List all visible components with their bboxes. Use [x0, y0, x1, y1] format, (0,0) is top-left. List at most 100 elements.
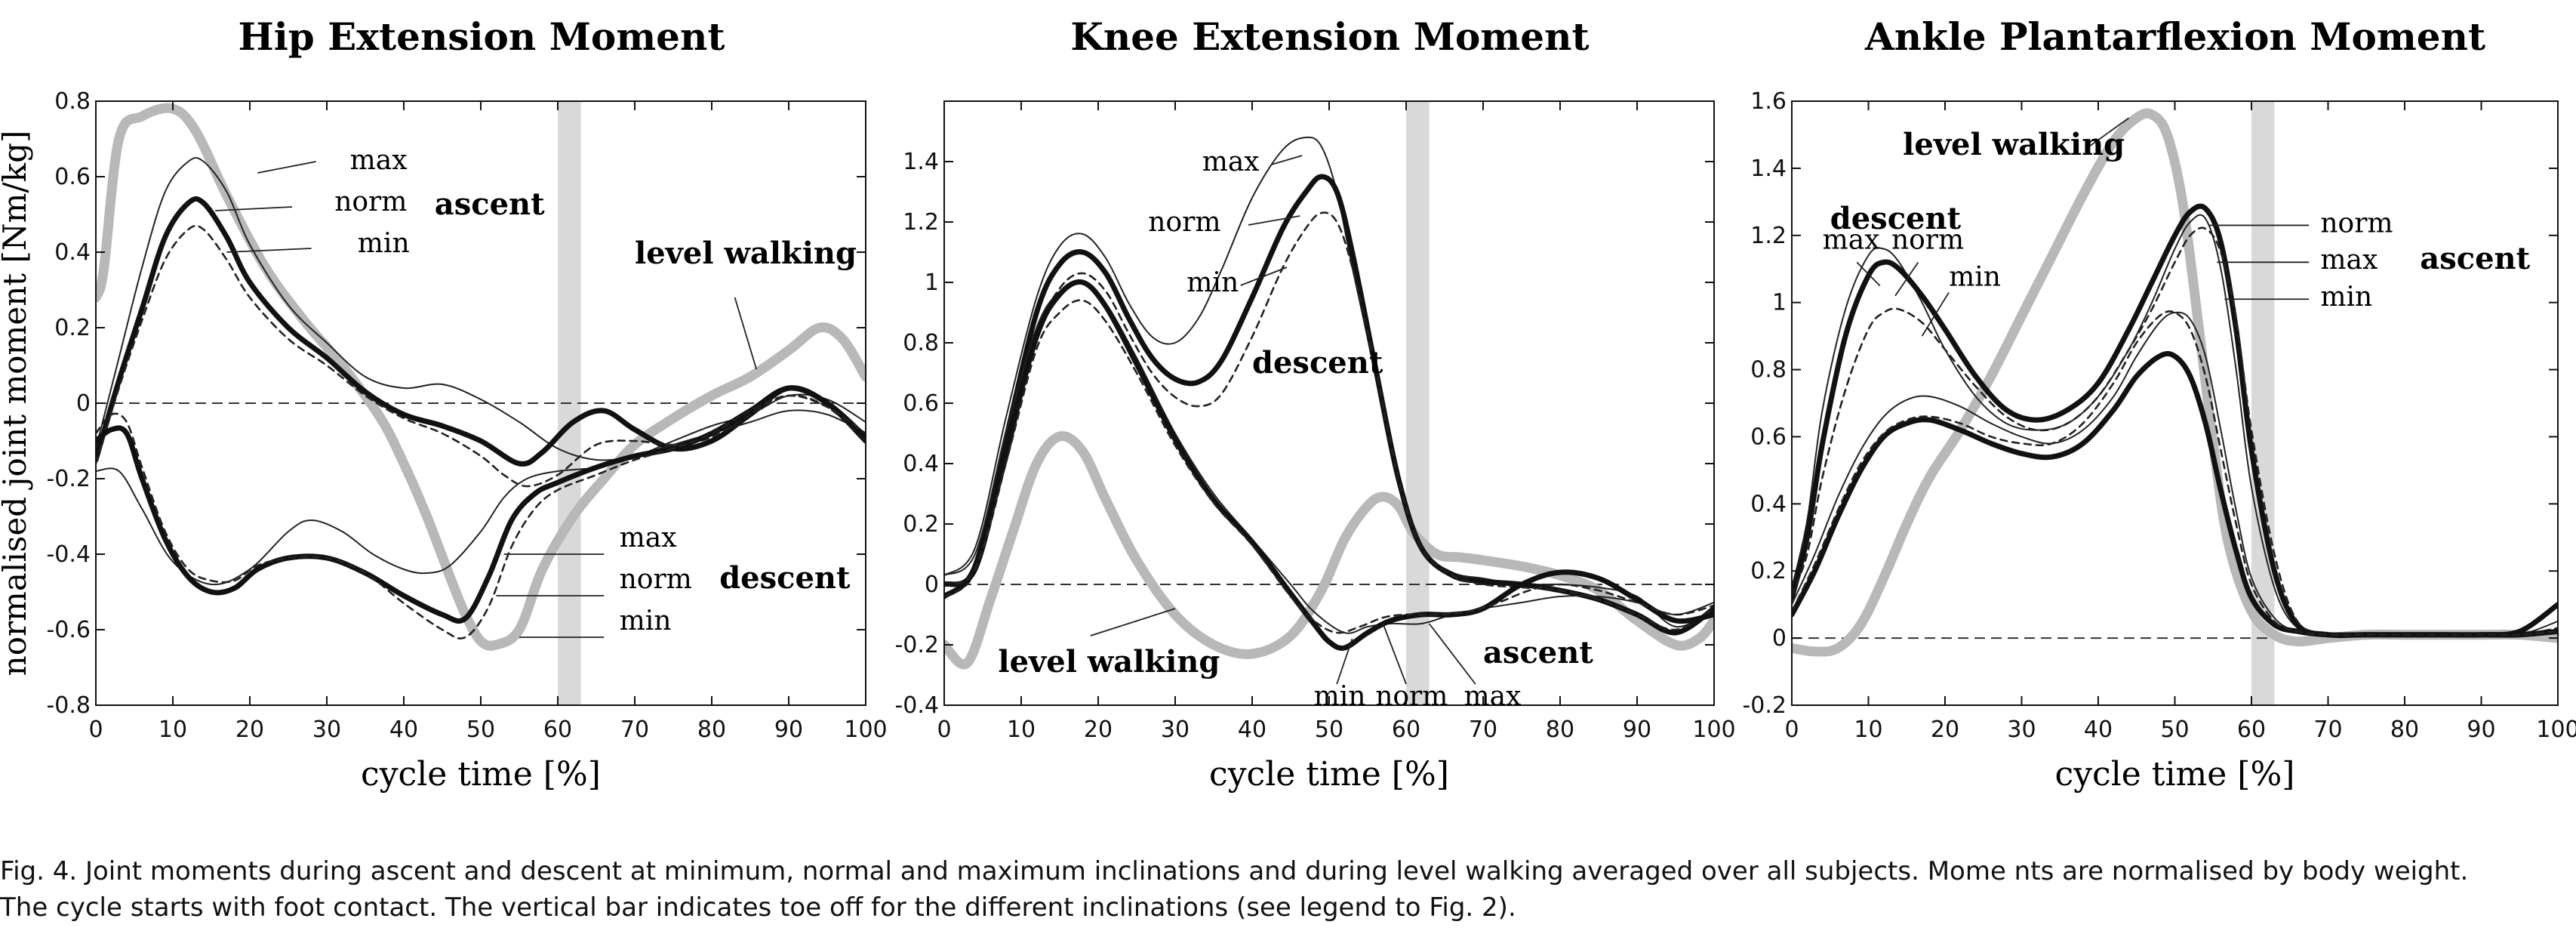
chart-3-xtick-label: 40 [2084, 717, 2113, 743]
chart-3-leader-line [1894, 261, 1919, 297]
chart-2-annotation-ascent: ascent [1483, 635, 1593, 670]
chart-2-plot-frame [943, 100, 1715, 706]
chart-3-ytick-label: 1.6 [1750, 88, 1787, 115]
chart-2-annotation-descent: descent [1252, 345, 1383, 381]
chart-2-annotation-max: max [1464, 681, 1522, 712]
chart-1-ytick-label: -0.8 [46, 692, 91, 719]
chart-2-series [944, 136, 1714, 670]
chart-1-ytick-label: -0.2 [46, 466, 91, 492]
chart-1-series-descent-min [96, 394, 866, 640]
chart-3: 0 10 20 30 40 50 60 70 80 90 100-0.200.20.40.60.81… [1742, 14, 2576, 794]
chart-2-xtick-label: 90 [1623, 717, 1651, 743]
chart-3-annotation-max: max [1823, 225, 1880, 256]
chart-1-ytick-label: 0.8 [54, 88, 91, 115]
chart-1-series-descent-max [96, 409, 866, 586]
caption-line-1: Fig. 4. Joint moments during ascent and … [0, 856, 2469, 886]
chart-3-annotation-descent: descent [1830, 201, 1962, 236]
chart-3-ytick-label: 1 [1772, 290, 1787, 316]
chart-2-leader-line [1382, 623, 1407, 685]
chart-1-series-descent-norm [96, 385, 866, 624]
chart-3-ytick-label: -0.2 [1742, 692, 1787, 719]
chart-1-xlabel: cycle time [%] [361, 755, 601, 794]
chart-3-ytick-label: 1.4 [1750, 156, 1787, 182]
chart-2-ytick-label: -0.2 [894, 632, 939, 658]
chart-1-series-min [96, 224, 866, 488]
chart-2-leader-line [1428, 623, 1476, 685]
chart-3-ytick-label: 0.6 [1750, 424, 1787, 450]
chart-1-series-max [96, 156, 866, 461]
chart-2-ytick-label: 0.4 [903, 451, 939, 477]
chart-1-xtick-label: 100 [844, 717, 887, 743]
chart-2-annotation-max: max [1202, 146, 1260, 177]
chart-1-series-level-walking [96, 103, 866, 651]
chart-2-annotation-norm: norm [1148, 207, 1220, 238]
chart-3-annotation-min: min [1949, 261, 2001, 292]
chart-2-xtick-label: 100 [1692, 717, 1735, 743]
chart-3-xtick-label: 20 [1931, 717, 1959, 743]
chart-3-xtick-label: 30 [2007, 717, 2036, 743]
chart-3-xtick-label: 90 [2467, 717, 2495, 743]
chart-3-annotation-norm: norm [2320, 208, 2393, 239]
chart-3-annotation-norm: norm [1891, 225, 1964, 256]
chart-3-annotation-max: max [2320, 245, 2377, 276]
chart-1-annotation-min: min [358, 228, 410, 259]
chart-1-xtick-label: 90 [774, 717, 803, 743]
chart-1-xtick-label: 20 [235, 717, 264, 743]
chart-1-annotation-norm: norm [620, 564, 692, 595]
chart-2-series-max [944, 136, 1714, 628]
chart-3-leader-line [1856, 261, 1881, 287]
chart-3-ytick-label: 0 [1772, 625, 1787, 652]
chart-2-ytick-label: 0.6 [903, 390, 939, 417]
chart-3-series [1792, 108, 2558, 657]
chart-2-annotation-norm: norm [1375, 681, 1448, 712]
chart-2-xtick-label: 0 [937, 717, 951, 743]
chart-3-series-level-walking [1792, 108, 2558, 657]
chart-3-ytick-label: 0.2 [1750, 558, 1787, 584]
chart-2-xlabel: cycle time [%] [1209, 755, 1449, 794]
chart-2-xtick-label: 60 [1392, 717, 1420, 743]
chart-2-xtick-label: 80 [1546, 717, 1574, 743]
chart-2-leader-line [1240, 267, 1288, 286]
chart-2-leader-line [1090, 608, 1176, 636]
chart-3-series-descent-max [1792, 311, 2558, 636]
chart-3-xlabel: cycle time [%] [2055, 755, 2295, 794]
chart-2-xtick-label: 30 [1161, 717, 1190, 743]
chart-3-annotation-level-walking: level walking [1903, 127, 2125, 162]
chart-1-xtick-label: 80 [697, 717, 726, 743]
chart-1-annotation-max: max [350, 145, 408, 176]
chart-1-ytick-label: 0 [76, 390, 91, 417]
chart-1-series-norm [96, 196, 866, 467]
chart-2-toe-off-band [1406, 101, 1430, 705]
chart-2-annotation-level-walking: level walking [998, 644, 1220, 680]
chart-1-annotation-min: min [620, 606, 672, 636]
chart-1-ytick-label: 0.6 [54, 164, 91, 190]
chart-1-xtick-label: 70 [620, 717, 649, 743]
chart-2-ytick-label: 0.2 [903, 511, 939, 538]
chart-1-leader-line [257, 161, 316, 174]
chart-1-leader-line [226, 248, 312, 253]
chart-1-annotation-descent: descent [719, 560, 851, 596]
chart-2-ytick-label: 1.4 [903, 149, 939, 175]
chart-1-xtick-label: 30 [312, 717, 341, 743]
chart-2-leader-line [1248, 215, 1300, 226]
caption-line-2: The cycle starts with foot contact. The … [0, 892, 1516, 923]
chart-1-ytick-label: -0.4 [46, 541, 91, 568]
chart-3-series-min [1792, 227, 2558, 637]
chart-2-ytick-label: 0.8 [903, 330, 939, 356]
chart-1-xtick-label: 10 [158, 717, 187, 743]
chart-2-xtick-label: 10 [1007, 717, 1036, 743]
chart-2-ytick-label: 0 [925, 572, 939, 598]
chart-3-leader-line [1921, 291, 1950, 337]
chart-3-xtick-label: 100 [2536, 717, 2576, 743]
chart-1-xtick-label: 60 [543, 717, 572, 743]
chart-2-xtick-label: 20 [1084, 717, 1113, 743]
chart-3-annotation-min: min [2320, 282, 2372, 313]
chart-2: 0 10 20 30 40 50 60 70 80 90 100 -0.4 -0.2 0 0.2 0.4 0.6… [894, 14, 1735, 794]
chart-2-xtick-label: 40 [1238, 717, 1266, 743]
chart-1-series [96, 103, 866, 651]
chart-3-ytick-label: 0.8 [1750, 357, 1787, 384]
chart-2-leader-line [1271, 155, 1303, 165]
chart-2-ytick-label: 1.2 [903, 209, 939, 236]
chart-1-xtick-label: 40 [389, 717, 418, 743]
